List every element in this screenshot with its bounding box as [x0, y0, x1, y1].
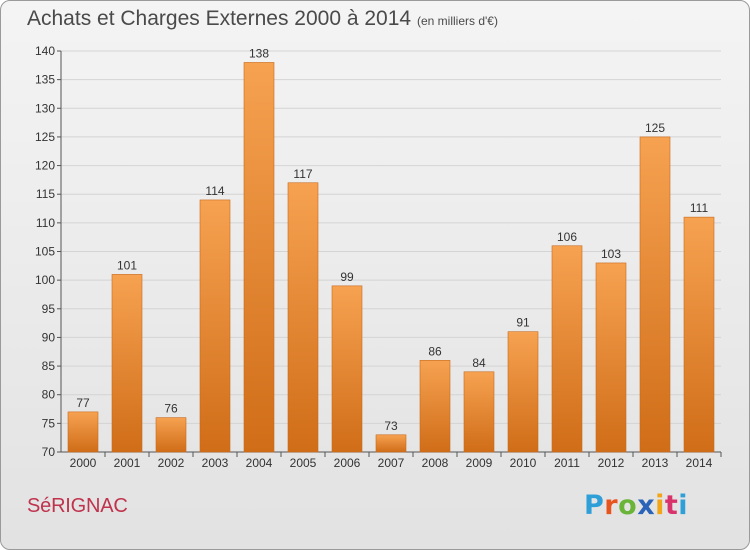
x-tick-label: 2013 [642, 456, 669, 470]
y-tick-label: 80 [42, 388, 56, 402]
x-tick-label: 2010 [510, 456, 537, 470]
data-label-2003: 114 [205, 184, 224, 198]
data-label-2006: 99 [340, 270, 354, 284]
y-tick-label: 105 [35, 245, 55, 259]
data-label-2005: 117 [293, 167, 312, 181]
bar-2013 [639, 136, 671, 453]
commune-name: SéRIGNAC [27, 495, 128, 517]
data-label-2010: 91 [516, 316, 530, 330]
bar-2014 [683, 216, 715, 453]
bar-2006 [331, 285, 363, 453]
y-tick-label: 135 [35, 73, 55, 87]
bar-2012 [595, 262, 627, 453]
y-tick-label: 110 [36, 216, 55, 230]
y-tick-label: 125 [35, 130, 55, 144]
data-label-2004: 138 [249, 46, 269, 60]
unit-note: (en milliers d'€) [417, 14, 498, 28]
chart-title: Achats et Charges Externes 2000 à 2014 [27, 7, 412, 30]
logo-letter: o [618, 490, 638, 521]
x-tick-label: 2002 [158, 456, 185, 470]
logo-letter: P [584, 490, 605, 521]
y-tick-label: 140 [35, 44, 55, 58]
data-label-2014: 111 [690, 201, 709, 215]
bar-2001 [111, 274, 143, 453]
data-label-2002: 76 [164, 402, 178, 416]
data-label-2009: 84 [472, 356, 486, 370]
bar-2005 [287, 182, 319, 453]
logo-letter: x [637, 490, 656, 521]
bar-2002 [155, 417, 187, 453]
bar-2000 [67, 411, 99, 453]
x-tick-label: 2003 [202, 456, 229, 470]
logo-letter: i [678, 490, 689, 521]
x-tick-label: 2006 [334, 456, 361, 470]
y-tick-label: 75 [42, 416, 56, 430]
x-tick-label: 2011 [554, 456, 580, 470]
x-tick-label: 2007 [378, 456, 405, 470]
x-tick-label: 2005 [290, 456, 317, 470]
y-tick-label: 130 [35, 101, 55, 115]
data-label-2000: 77 [76, 396, 90, 410]
x-tick-label: 2004 [246, 456, 273, 470]
x-tick-label: 2009 [466, 456, 493, 470]
bar-2008 [419, 360, 451, 453]
proxiti-logo: Proxiti [584, 490, 688, 521]
bar-2009 [463, 371, 495, 453]
data-label-2011: 106 [557, 230, 577, 244]
bar-2011 [551, 245, 583, 453]
x-tick-label: 2014 [686, 456, 713, 470]
bar-2010 [507, 331, 539, 453]
y-tick-label: 95 [42, 302, 56, 316]
y-tick-label: 100 [35, 273, 55, 287]
y-tick-label: 70 [42, 445, 56, 459]
x-tick-label: 2000 [70, 456, 97, 470]
logo-letter: i [655, 490, 665, 521]
y-tick-label: 115 [36, 187, 55, 201]
data-label-2001: 101 [117, 258, 137, 272]
data-label-2008: 86 [428, 344, 442, 358]
x-tick-label: 2008 [422, 456, 449, 470]
data-label-2012: 103 [601, 247, 621, 261]
x-tick-label: 2012 [598, 456, 625, 470]
bar-2007 [375, 434, 407, 453]
y-tick-label: 85 [42, 359, 56, 373]
y-tick-label: 90 [42, 330, 56, 344]
data-label-2007: 73 [384, 419, 398, 433]
x-tick-label: 2001 [114, 456, 141, 470]
y-tick-label: 120 [35, 159, 55, 173]
logo-letter: t [664, 490, 679, 521]
bar-2004 [243, 62, 275, 453]
bar-2003 [199, 199, 231, 453]
data-label-2013: 125 [645, 121, 665, 135]
logo-letter: r [604, 490, 619, 521]
